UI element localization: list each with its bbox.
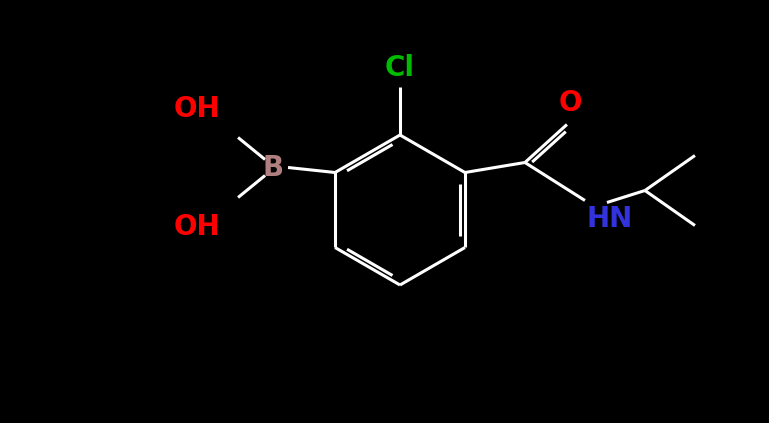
Text: HN: HN bbox=[587, 204, 633, 233]
Text: OH: OH bbox=[174, 212, 220, 241]
Text: Cl: Cl bbox=[385, 54, 415, 82]
Text: B: B bbox=[262, 154, 284, 181]
Text: O: O bbox=[558, 88, 581, 116]
Text: OH: OH bbox=[174, 94, 220, 123]
